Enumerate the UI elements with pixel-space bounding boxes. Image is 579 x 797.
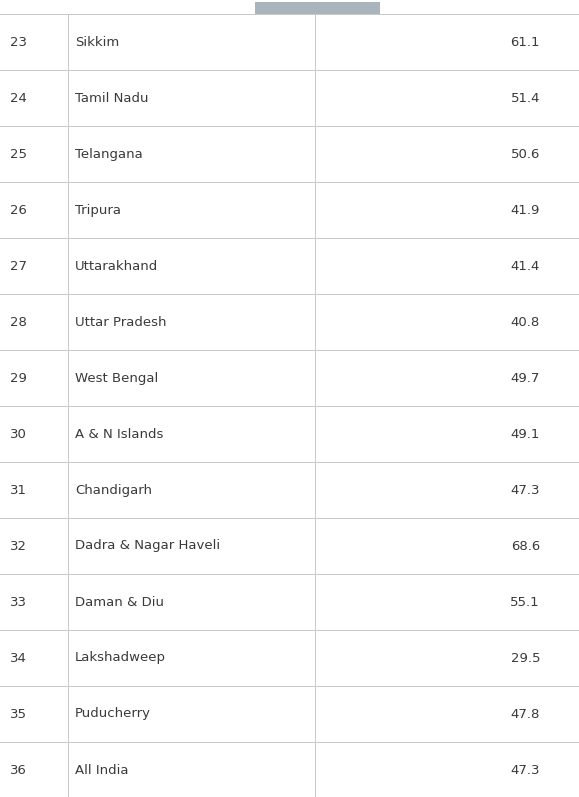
Text: 68.6: 68.6 [511, 540, 540, 552]
Text: All India: All India [75, 764, 129, 776]
Text: 61.1: 61.1 [511, 36, 540, 49]
Text: 50.6: 50.6 [511, 147, 540, 160]
Text: 40.8: 40.8 [511, 316, 540, 328]
Text: 31: 31 [10, 484, 27, 497]
Text: 23: 23 [10, 36, 27, 49]
Text: 25: 25 [10, 147, 27, 160]
Text: 55.1: 55.1 [510, 595, 540, 608]
Text: A & N Islands: A & N Islands [75, 427, 163, 441]
Text: Telangana: Telangana [75, 147, 143, 160]
Text: 49.7: 49.7 [511, 371, 540, 384]
Text: Puducherry: Puducherry [75, 708, 151, 720]
Text: 41.4: 41.4 [511, 260, 540, 273]
Text: Uttarakhand: Uttarakhand [75, 260, 158, 273]
Text: 29.5: 29.5 [511, 651, 540, 665]
Text: 47.3: 47.3 [511, 764, 540, 776]
Text: 24: 24 [10, 92, 27, 104]
Text: 47.3: 47.3 [511, 484, 540, 497]
Text: 30: 30 [10, 427, 27, 441]
Text: Tamil Nadu: Tamil Nadu [75, 92, 148, 104]
Text: 49.1: 49.1 [511, 427, 540, 441]
Text: 26: 26 [10, 203, 27, 217]
Text: 32: 32 [10, 540, 27, 552]
Text: 33: 33 [10, 595, 27, 608]
Text: 51.4: 51.4 [511, 92, 540, 104]
Text: West Bengal: West Bengal [75, 371, 158, 384]
Text: 41.9: 41.9 [511, 203, 540, 217]
Text: Daman & Diu: Daman & Diu [75, 595, 164, 608]
Text: Chandigarh: Chandigarh [75, 484, 152, 497]
Text: Lakshadweep: Lakshadweep [75, 651, 166, 665]
Text: 47.8: 47.8 [511, 708, 540, 720]
Text: 35: 35 [10, 708, 27, 720]
Text: 29: 29 [10, 371, 27, 384]
Text: Tripura: Tripura [75, 203, 121, 217]
Text: 27: 27 [10, 260, 27, 273]
Bar [255, 2, 380, 14]
Text: Dadra & Nagar Haveli: Dadra & Nagar Haveli [75, 540, 220, 552]
Text: 36: 36 [10, 764, 27, 776]
Text: 34: 34 [10, 651, 27, 665]
Text: Sikkim: Sikkim [75, 36, 119, 49]
Text: 28: 28 [10, 316, 27, 328]
Text: Uttar Pradesh: Uttar Pradesh [75, 316, 167, 328]
